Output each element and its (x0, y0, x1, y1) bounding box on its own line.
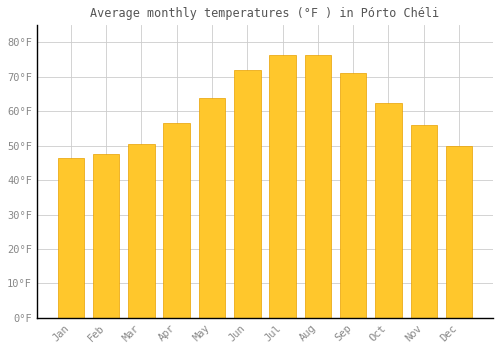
Bar (270, 55, 296, 318)
Bar (340, 74, 366, 318)
Bar (410, 125, 437, 318)
Bar (93, 154, 120, 318)
Bar (128, 144, 154, 318)
Bar (234, 70, 260, 318)
Title: Average monthly temperatures (°F ) in Pórto Chéli: Average monthly temperatures (°F ) in Pó… (90, 7, 440, 20)
Bar (446, 146, 472, 318)
Bar (164, 124, 190, 318)
Bar (198, 98, 225, 318)
Bar (58, 158, 84, 318)
Bar (375, 103, 402, 318)
Bar (304, 55, 331, 318)
